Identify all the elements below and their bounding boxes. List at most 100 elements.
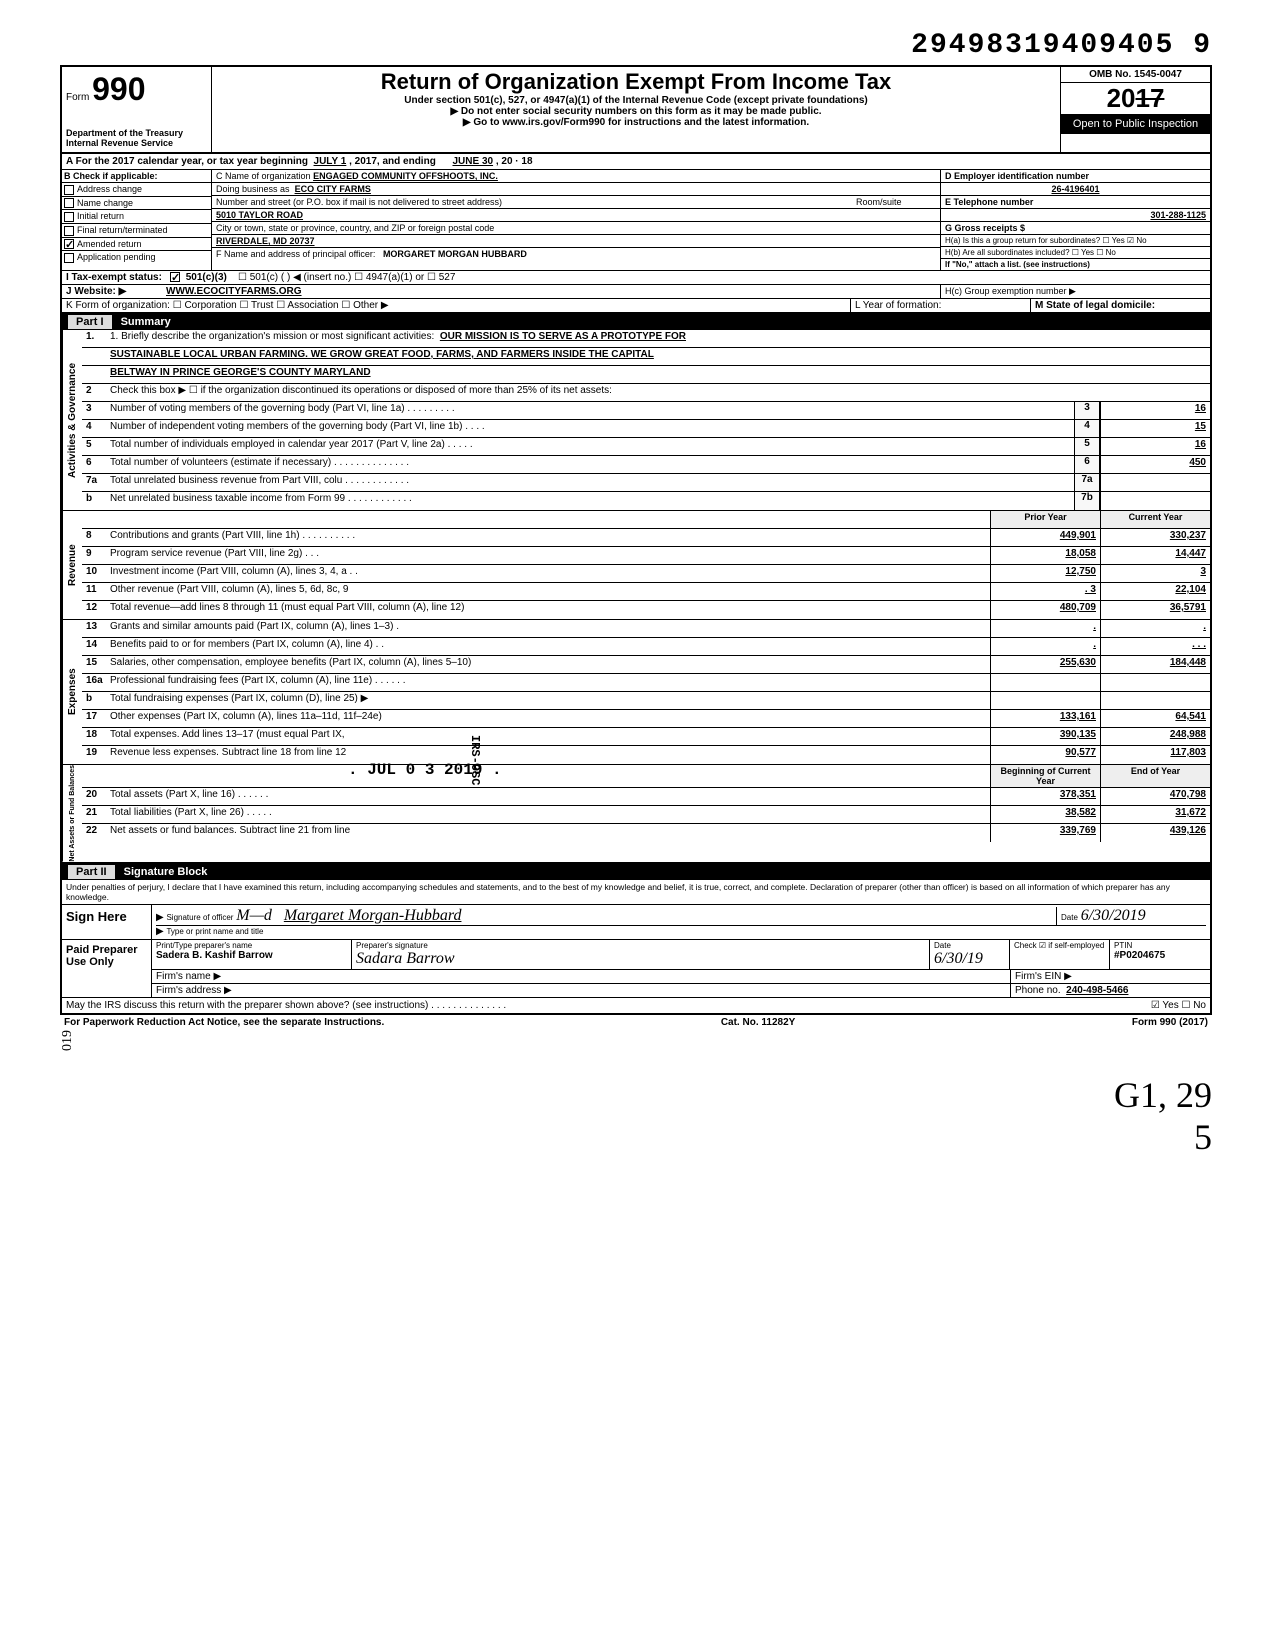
part1-tag: Part I [68,315,112,329]
sig-date-label: Date [1061,913,1078,922]
side-revenue: Revenue [62,511,82,619]
ein-value: 26-4196401 [1051,184,1099,194]
firm-phone-label: Phone no. [1015,985,1061,996]
footer-mid: Cat. No. 11282Y [721,1017,795,1028]
m-label: M State of legal domicile: [1030,299,1210,312]
check-init[interactable] [64,212,74,222]
check-final-label: Final return/terminated [77,225,168,235]
f-label: F Name and address of principal officer: [216,249,375,259]
room-label: Room/suite [856,197,936,207]
ptin-label: PTIN [1114,941,1206,950]
e-label: E Telephone number [941,196,1210,209]
penalty-statement: Under penalties of perjury, I declare th… [60,880,1212,905]
row-i-tax-status: I Tax-exempt status: 501(c)(3) ☐ 501(c) … [60,271,1212,285]
document-id: 29498319409405 9 [60,30,1212,61]
dept-label: Department of the Treasury Internal Reve… [66,128,207,148]
open-public: Open to Public Inspection [1061,114,1210,134]
i-label: I Tax-exempt status: [62,271,166,284]
h-b: H(b) Are all subordinates included? ☐ Ye… [941,247,1210,259]
col-end: End of Year [1100,765,1210,787]
h-a: H(a) Is this a group return for subordin… [941,235,1210,247]
cal-label: A For the 2017 calendar year, or tax yea… [66,156,308,167]
website-value: WWW.ECOCITYFARMS.ORG [166,286,302,297]
sign-here-label: Sign Here [62,905,152,939]
prep-date: 6/30/19 [934,950,983,967]
part2-title: Signature Block [124,866,208,878]
j-label: J Website: ▶ [62,285,162,298]
cal-begin: JULY 1 [314,156,347,167]
prep-sig-label: Preparer's signature [356,941,925,950]
year-prefix: 20 [1107,83,1136,113]
mission-line1: OUR MISSION IS TO SERVE AS A PROTOTYPE F… [440,331,686,342]
footer-left: For Paperwork Reduction Act Notice, see … [64,1017,384,1028]
c-label: C Name of organization [216,171,311,181]
form-label: Form [66,92,89,103]
year-scratch: 17 [1136,83,1165,113]
row-j-website: J Website: ▶ WWW.ECOCITYFARMS.ORG H(c) G… [60,285,1212,299]
col-curr: Current Year [1100,511,1210,528]
mission-line2: SUSTAINABLE LOCAL URBAN FARMING. WE GROW… [110,349,654,360]
l-label: L Year of formation: [850,299,1030,312]
officer-signature: M—d Margaret Morgan-Hubbard [236,907,461,924]
check-app-label: Application pending [77,252,156,262]
sig-officer-label: Signature of officer [166,913,233,922]
dba-value: ECO CITY FARMS [295,184,371,194]
g-label: G Gross receipts $ [941,222,1210,235]
i-rest: ☐ 501(c) ( ) ◀ (insert no.) ☐ 4947(a)(1)… [238,272,455,283]
dba-label: Doing business as [216,184,290,194]
prep-name-label: Print/Type preparer's name [156,941,347,950]
part2-header: Part II Signature Block [60,864,1212,880]
check-501c3[interactable] [170,272,180,282]
margin-note: 019 [60,1030,76,1051]
form-title: Return of Organization Exempt From Incom… [218,69,1054,95]
check-name[interactable] [64,198,74,208]
ptin-value: #P0204675 [1114,950,1165,961]
footer-right: Form 990 (2017) [1132,1017,1208,1028]
check-amend-label: Amended return [77,239,142,249]
line1-label: 1. Briefly describe the organization's m… [110,331,434,342]
city-value: RIVERDALE, MD 20737 [216,236,315,246]
col-begin: Beginning of Current Year [990,765,1100,787]
check-app[interactable] [64,253,74,263]
h-b2: If "No," attach a list. (see instruction… [941,259,1210,270]
firm-addr-label: Firm's address ▶ [152,984,1010,997]
prep-self-emp: Check ☑ if self-employed [1010,940,1110,969]
cal-end: JUNE 30 [452,156,493,167]
sig-date: 6/30/2019 [1081,907,1146,924]
form-number: 990 [92,71,145,107]
officer-name: MORGARET MORGAN HUBBARD [383,249,527,259]
discuss-yn[interactable]: ☑ Yes ☐ No [1151,1000,1206,1011]
prep-signature: Sadara Barrow [356,950,455,967]
i-501c3: 501(c)(3) [186,272,227,283]
side-expenses: Expenses [62,620,82,764]
org-name: ENGAGED COMMUNITY OFFSHOOTS, INC. [313,171,498,181]
check-addr-label: Address change [77,184,142,194]
form-header: Form 990 Department of the Treasury Inte… [60,65,1212,154]
paid-preparer-label: Paid Preparer Use Only [62,940,152,997]
omb-number: OMB No. 1545-0047 [1061,67,1210,83]
mission-line3: BELTWAY IN PRINCE GEORGE'S COUNTY MARYLA… [110,367,371,378]
cal-mid: , 2017, and ending [349,156,436,167]
check-amend[interactable] [64,239,74,249]
b-label: B Check if applicable: [62,170,211,183]
check-addr[interactable] [64,185,74,195]
side-governance: Activities & Governance [62,330,82,510]
sig-type-label: Type or print name and title [166,927,263,936]
form-subtitle: Under section 501(c), 527, or 4947(a)(1)… [218,95,1054,106]
h-c: H(c) Group exemption number ▶ [940,285,1210,298]
k-label: K Form of organization: ☐ Corporation ☐ … [62,299,850,312]
check-final[interactable] [64,226,74,236]
firm-name-label: Firm's name ▶ [152,970,1010,983]
check-name-label: Name change [77,198,133,208]
street-value: 5010 TAYLOR ROAD [216,210,303,220]
discuss-question: May the IRS discuss this return with the… [66,1000,1151,1011]
prep-name: Sadera B. Kashif Barrow [156,950,273,961]
firm-ein-label: Firm's EIN ▶ [1010,970,1210,983]
city-label: City or town, state or province, country… [212,222,940,235]
part1-title: Summary [121,316,171,328]
part2-tag: Part II [68,865,115,879]
warn-ssn: ▶ Do not enter social security numbers o… [218,106,1054,117]
line2: Check this box ▶ ☐ if the organization d… [108,384,1210,401]
stamp-agency-tag: IRS-OSC [468,735,482,785]
check-init-label: Initial return [77,211,124,221]
